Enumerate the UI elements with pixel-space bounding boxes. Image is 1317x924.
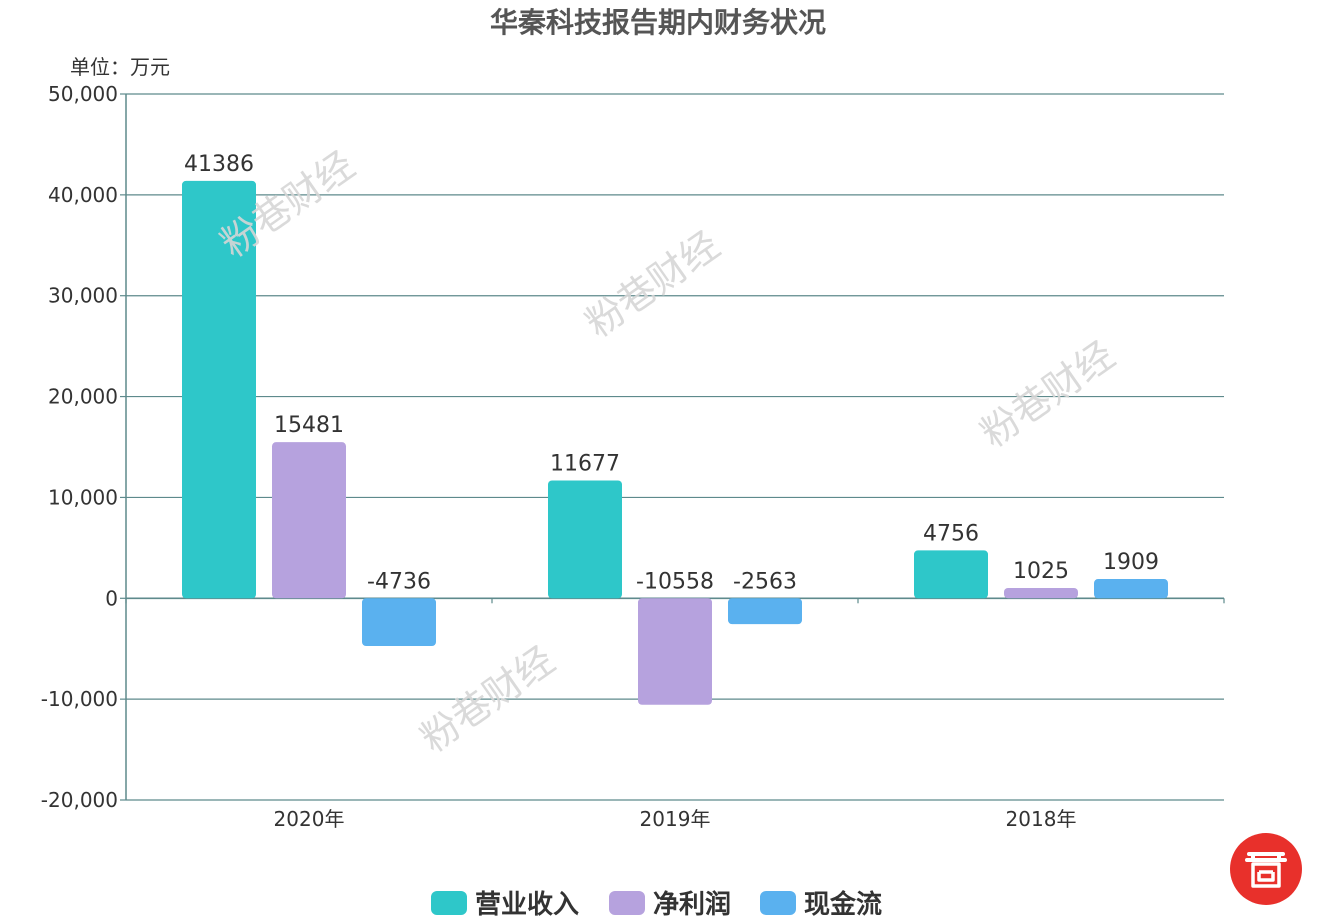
data-label: -2563 bbox=[733, 569, 797, 594]
y-tick-label: 30,000 bbox=[48, 284, 118, 308]
x-tick-label: 2019年 bbox=[640, 807, 711, 831]
bar-现金流-2018年 bbox=[1094, 579, 1168, 599]
legend-swatch bbox=[431, 891, 467, 915]
bar-营业收入-2018年 bbox=[914, 550, 988, 599]
data-label: 4756 bbox=[923, 521, 979, 546]
bar-营业收入-2019年 bbox=[548, 480, 622, 599]
bar-净利润-2019年 bbox=[638, 598, 712, 705]
y-axis: 50,000 40,000 30,000 20,000 10,000 0 -10,000 -2… bbox=[41, 82, 127, 812]
bar-现金流-2019年 bbox=[728, 598, 802, 625]
legend-label: 营业收入 bbox=[475, 890, 579, 920]
data-label: 1025 bbox=[1013, 559, 1069, 584]
y-tick-label: 40,000 bbox=[48, 183, 118, 207]
data-label: -10558 bbox=[636, 569, 714, 594]
watermark-text: 粉巷财经 bbox=[973, 333, 1123, 456]
x-tick-label: 2020年 bbox=[274, 807, 345, 831]
bar-净利润-2020年 bbox=[272, 442, 346, 599]
data-label: 15481 bbox=[274, 413, 344, 438]
bar-净利润-2018年 bbox=[1004, 587, 1078, 599]
chart-title: 华秦科技报告期内财务状况 bbox=[490, 6, 826, 39]
legend: 营业收入 净利润 现金流 bbox=[431, 889, 882, 920]
watermark-text: 粉巷财经 bbox=[578, 223, 728, 346]
brand-logo-icon bbox=[1230, 833, 1302, 905]
data-label: 41386 bbox=[184, 152, 254, 177]
y-tick-label: 0 bbox=[105, 586, 118, 610]
legend-label: 现金流 bbox=[804, 889, 882, 920]
y-tick-label: -10,000 bbox=[41, 687, 118, 711]
legend-swatch bbox=[609, 891, 645, 915]
y-tick-label: 50,000 bbox=[48, 82, 118, 106]
y-tick-label: 10,000 bbox=[48, 485, 118, 509]
data-label: 11677 bbox=[550, 452, 620, 477]
bars: 41386 15481 -4736 11677 -10558 -2563 4756 1025 1… bbox=[182, 152, 1168, 705]
legend-label: 净利润 bbox=[653, 889, 731, 920]
legend-swatch bbox=[760, 891, 796, 915]
unit-label: 单位：万元 bbox=[70, 55, 170, 79]
data-label: -4736 bbox=[367, 569, 431, 594]
data-label: 1909 bbox=[1103, 550, 1159, 575]
y-tick-label: -20,000 bbox=[41, 788, 118, 812]
y-tick-label: 20,000 bbox=[48, 385, 118, 409]
bar-现金流-2020年 bbox=[362, 598, 436, 647]
x-axis: 2020年 2019年 2018年 bbox=[125, 598, 1225, 831]
bar-营业收入-2020年 bbox=[182, 180, 256, 599]
x-tick-label: 2018年 bbox=[1006, 807, 1077, 831]
